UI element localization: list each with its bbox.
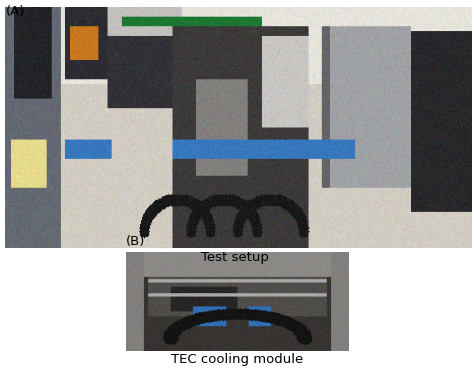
Text: TEC cooling module: TEC cooling module — [171, 353, 303, 366]
Text: (A): (A) — [6, 5, 25, 17]
Text: Test setup: Test setup — [201, 251, 269, 264]
Text: (B): (B) — [126, 235, 145, 248]
